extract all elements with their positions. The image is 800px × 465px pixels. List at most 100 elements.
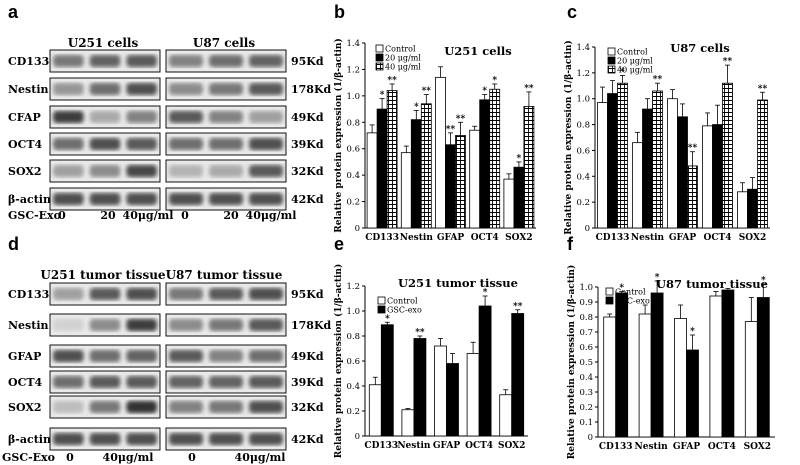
significance-mark: **	[446, 125, 456, 135]
kd-label: 95Kd	[291, 288, 324, 301]
blot-band	[249, 54, 283, 68]
kd-label: 178Kd	[291, 83, 332, 96]
blot-band	[209, 82, 243, 96]
protein-label: Nestin	[8, 83, 49, 96]
blot-band	[53, 375, 84, 389]
blot-band	[209, 400, 243, 414]
y-tick-label: 1.0	[576, 95, 590, 105]
y-tick-label: 0.8	[579, 313, 593, 323]
legend-label: GSC-exo	[615, 297, 650, 306]
kd-label: 95Kd	[291, 55, 324, 68]
y-tick-label: 1.2	[576, 69, 590, 79]
kd-label: 42Kd	[291, 193, 324, 206]
significance-mark: *	[690, 327, 695, 337]
legend-swatch	[377, 296, 386, 305]
blot-band	[126, 164, 157, 178]
blot-band	[53, 400, 84, 414]
significance-mark: *	[380, 91, 385, 101]
blot-band	[249, 318, 283, 332]
panel-letter: c	[567, 2, 577, 22]
blot-band	[169, 400, 203, 414]
chart-f: f 0 0.1 0.2 0.3 0.4 0.5 0.6 0.7 0.8 0.9 1.0Relative…	[566, 234, 775, 459]
y-tick-label: 0.4	[346, 382, 360, 392]
bar	[603, 316, 617, 438]
y-axis-label: Relative protein expression (1/β-actin)	[563, 40, 574, 234]
panel-letter: f	[567, 234, 574, 254]
blot-band	[209, 432, 243, 446]
chart-title: U87 cells	[670, 41, 730, 55]
x-tick-label: SOX2	[498, 441, 525, 451]
blot-band	[209, 349, 243, 363]
x-tick-label: CD133	[365, 233, 399, 243]
bar	[434, 345, 447, 437]
kd-label: 32Kd	[291, 401, 324, 414]
blot-band	[126, 192, 157, 206]
protein-label: Nestin	[8, 319, 49, 332]
significance-mark: **	[653, 75, 663, 85]
bar	[722, 82, 733, 229]
bar	[702, 125, 713, 229]
blot-band	[126, 54, 157, 68]
significance-mark: *	[620, 67, 625, 77]
blot-band	[89, 192, 121, 206]
blot-band	[249, 110, 283, 124]
blot-band	[249, 164, 283, 178]
cell-title: U251 cells	[68, 36, 139, 50]
chart-title: U251 cells	[444, 44, 512, 58]
bar	[503, 178, 515, 229]
legend-swatch	[375, 62, 384, 71]
blot-band	[249, 400, 283, 414]
significance-mark: *	[761, 276, 766, 286]
y-tick-label: 1.0	[346, 307, 360, 317]
blot-band	[126, 82, 157, 96]
x-tick-label: GFAP	[433, 441, 461, 451]
y-tick-label: 0.6	[576, 146, 590, 156]
blot-band	[89, 110, 121, 124]
x-tick-label: CD133	[364, 441, 398, 451]
blot-band	[249, 375, 283, 389]
blot-band	[89, 137, 121, 151]
x-tick-label: Nestin	[631, 233, 665, 243]
legend-label: Control	[385, 45, 416, 54]
chart-title: U87 tumor tissue	[656, 277, 768, 291]
x-tick-label: GFAP	[437, 233, 465, 243]
blot-band	[249, 137, 283, 151]
y-tick-label: 0	[585, 224, 590, 234]
bar	[523, 106, 535, 229]
bar	[478, 305, 492, 437]
blot-band	[249, 432, 283, 446]
x-tick-label: OCT4	[465, 441, 493, 451]
bar	[511, 313, 525, 437]
blot-band	[89, 375, 121, 389]
x-tick-label: CD133	[596, 233, 630, 243]
y-tick-label: 1.2	[346, 282, 360, 292]
bar	[413, 338, 427, 437]
bar	[617, 82, 628, 229]
blot-band	[53, 164, 84, 178]
legend-label: Control	[387, 297, 418, 306]
y-tick-label: 0.3	[579, 388, 593, 398]
significance-mark: *	[619, 284, 624, 294]
blot-band	[209, 318, 243, 332]
bar	[747, 188, 758, 229]
legend-label: Control	[615, 288, 646, 297]
bar	[513, 166, 525, 229]
significance-mark: *	[414, 102, 419, 112]
x-tick-label: GFAP	[673, 442, 701, 452]
y-tick-label: 0.4	[576, 172, 590, 182]
blot-band	[53, 82, 84, 96]
blot-band	[126, 110, 157, 124]
blot-band	[89, 54, 121, 68]
x-tick-label: OCT4	[708, 442, 736, 452]
blot-band	[169, 375, 203, 389]
blot-band	[209, 54, 243, 68]
y-tick-label: 0.2	[579, 403, 593, 413]
bar	[376, 108, 388, 229]
bar	[435, 76, 446, 229]
y-tick-label: 1.4	[346, 39, 360, 49]
dose-value: 0	[181, 209, 189, 222]
